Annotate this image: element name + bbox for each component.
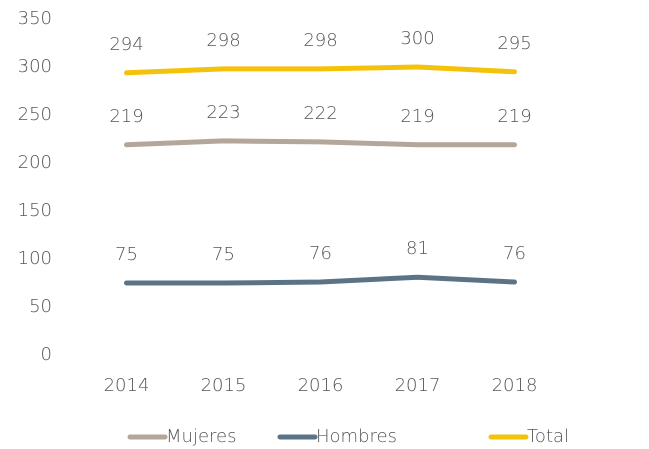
x-tick-label: 2014 [104,375,150,396]
data-label: 76 [503,243,526,264]
x-tick-label: 2016 [298,375,344,396]
y-tick-label: 250 [18,104,52,125]
data-label: 294 [109,34,143,55]
data-label: 75 [115,244,138,265]
data-label: 219 [109,106,143,127]
y-tick-label: 150 [18,200,52,221]
legend-label: Total [527,426,569,447]
data-label: 222 [303,103,337,124]
data-label: 223 [206,102,240,123]
y-tick-label: 0 [41,344,52,365]
data-label: 298 [303,30,337,51]
series-line [124,274,517,286]
legend-label: Hombres [316,426,397,447]
y-tick-label: 50 [29,296,52,317]
data-label: 219 [400,106,434,127]
data-label: 76 [309,243,332,264]
data-label: 298 [206,30,240,51]
legend-label: Mujeres [166,426,236,447]
series-line [124,138,517,148]
data-label: 295 [497,33,531,54]
series-line [124,64,517,76]
x-tick-label: 2017 [395,375,441,396]
y-tick-label: 200 [18,152,52,173]
x-tick-label: 2018 [492,375,538,396]
x-tick-label: 2015 [201,375,247,396]
y-tick-label: 300 [18,56,52,77]
data-label: 219 [497,106,531,127]
data-label: 81 [406,238,429,259]
data-label: 75 [212,244,235,265]
data-label: 300 [400,28,434,49]
y-tick-label: 100 [18,248,52,269]
y-tick-label: 350 [18,8,52,29]
